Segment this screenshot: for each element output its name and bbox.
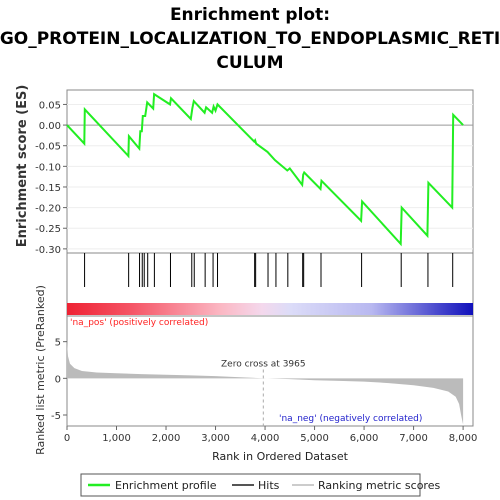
- x-axis-label: Rank in Ordered Dataset: [212, 450, 349, 463]
- es-y-axis-label: Enrichment score (ES): [15, 85, 30, 248]
- es-y-tick-label: -0.15: [35, 183, 61, 194]
- x-tick-label: 6,000: [350, 433, 379, 444]
- legend-label-hits: Hits: [258, 479, 280, 492]
- es-gridlines: [67, 103, 473, 250]
- es-y-tick-label: -0.05: [35, 142, 61, 153]
- positive-correlation-label: 'na_pos' (positively correlated): [70, 318, 208, 328]
- x-tick-label: 5,000: [300, 433, 329, 444]
- hits-markers: [84, 253, 454, 287]
- x-tick-label: 2,000: [152, 433, 181, 444]
- enrichment-profile-line: [66, 92, 464, 247]
- x-tick-label: 8,000: [449, 433, 478, 444]
- metric-y-tick-label: -5: [51, 411, 61, 422]
- x-tick-label: 1,000: [102, 433, 131, 444]
- legend-label-enrichment: Enrichment profile: [115, 479, 217, 492]
- metric-y-axis-label: Ranked list metric (PreRanked): [34, 285, 47, 455]
- chart-title-line-1: Enrichment plot:: [170, 5, 330, 25]
- x-axis-ticks: 0 1,000 2,000 3,000 4,000 5,000 6,000 7,000 8,00…: [64, 426, 478, 444]
- legend-label-metric: Ranking metric scores: [318, 479, 440, 492]
- zero-cross-label: Zero cross at 3965: [221, 360, 306, 370]
- x-tick-label: 4,000: [251, 433, 280, 444]
- chart-title-line-3: CULUM: [216, 53, 283, 73]
- es-y-tick-label: -0.25: [35, 224, 61, 235]
- es-y-tick-label: 0.05: [39, 100, 61, 111]
- metric-y-ticks: 5 0 -5: [51, 338, 67, 422]
- negative-correlation-label: 'na_neg' (negatively correlated): [279, 414, 422, 424]
- x-tick-label: 0: [64, 433, 70, 444]
- es-y-tick-label: -0.10: [35, 162, 61, 173]
- metric-y-tick-label: 5: [55, 338, 61, 349]
- es-y-tick-label: -0.30: [35, 245, 61, 256]
- metric-y-tick-label: 0: [55, 374, 61, 385]
- es-panel: [66, 89, 474, 254]
- rank-color-bar: [67, 303, 473, 315]
- chart-title-line-2: GO_PROTEIN_LOCALIZATION_TO_ENDOPLASMIC_R…: [0, 29, 500, 49]
- x-tick-label: 3,000: [201, 433, 230, 444]
- x-tick-label: 7,000: [399, 433, 428, 444]
- es-y-tick-label: -0.20: [35, 204, 61, 215]
- es-y-ticks: 0.05 0.00 -0.05 -0.10 -0.15 -0.20 -0.25 -0.30: [35, 100, 67, 256]
- es-y-tick-label: 0.00: [39, 121, 61, 132]
- metric-panel: [66, 315, 474, 427]
